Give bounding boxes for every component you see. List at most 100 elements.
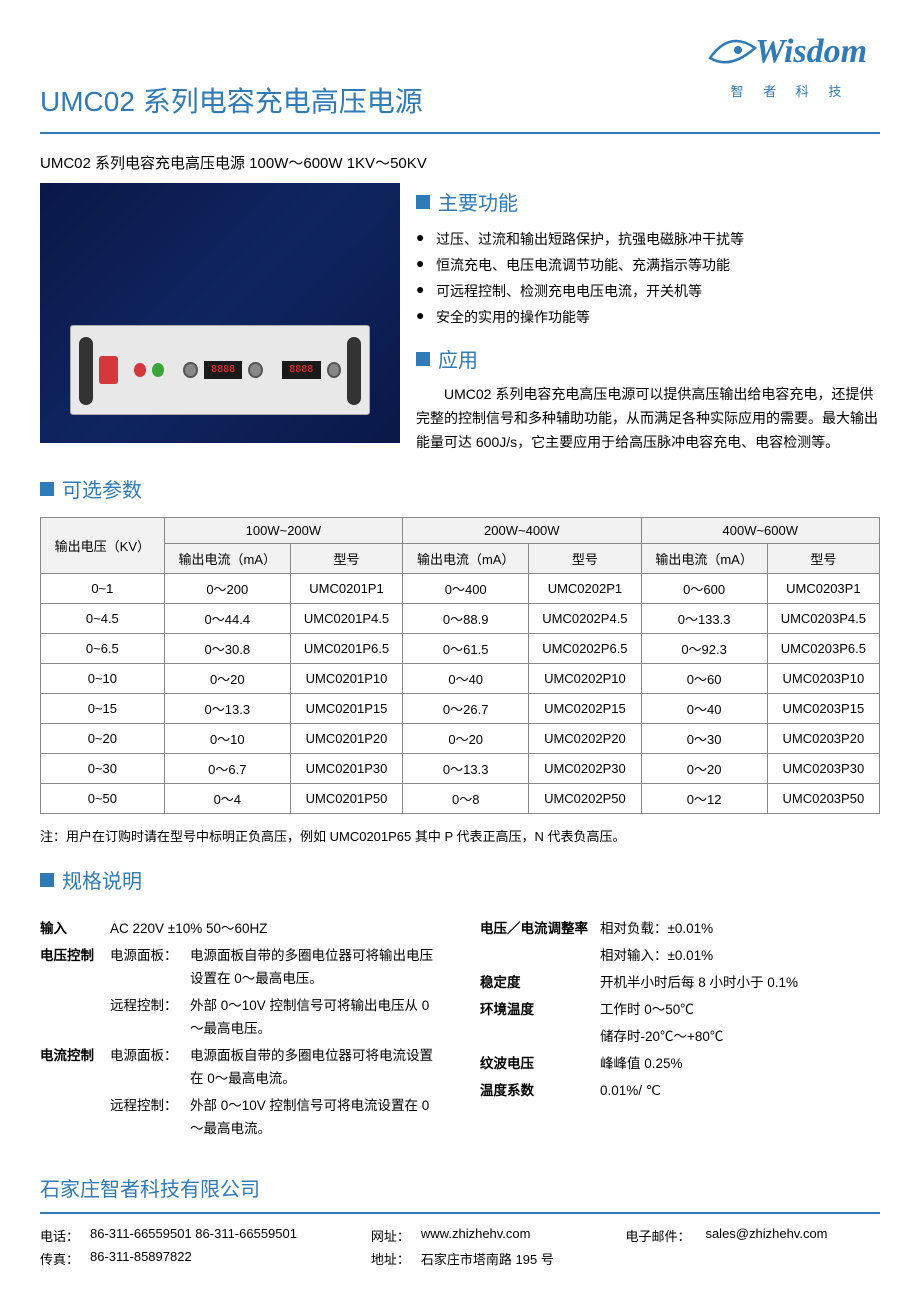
table-cell: 0～13.3 bbox=[403, 754, 529, 784]
table-cell: 0~4.5 bbox=[41, 604, 165, 634]
spec-vc-remote-value: 外部 0～10V 控制信号可将输出电压从 0～最高电压。 bbox=[190, 995, 440, 1041]
display-1: 8888 bbox=[204, 361, 243, 379]
table-cell: UMC0201P4.5 bbox=[290, 604, 402, 634]
spec-reg-v1: 相对负载：±0.01% bbox=[600, 918, 880, 941]
table-cell: 0～44.4 bbox=[164, 604, 290, 634]
table-cell: 0～4 bbox=[164, 784, 290, 814]
spec-left-column: 输入 AC 220V ±10% 50～60HZ 电压控制 电源面板： 电源面板自… bbox=[40, 918, 440, 1144]
spec-cc-remote-label: 远程控制： bbox=[110, 1095, 190, 1141]
th-current2: 输出电流（mA） bbox=[403, 544, 529, 574]
table-cell: 0~20 bbox=[41, 724, 165, 754]
table-cell: UMC0201P15 bbox=[290, 694, 402, 724]
email-label: 电子邮件： bbox=[625, 1226, 705, 1245]
bullet-square-icon bbox=[416, 195, 430, 209]
th-voltage: 输出电压（KV） bbox=[41, 518, 165, 574]
spec-vc-panel-value: 电源面板自带的多圈电位器可将输出电压设置在 0～最高电压。 bbox=[190, 945, 440, 991]
table-row: 0~200～10UMC0201P200～20UMC0202P200～30UMC0… bbox=[41, 724, 880, 754]
table-cell: 0～133.3 bbox=[641, 604, 767, 634]
spec-cc-label: 电流控制 bbox=[40, 1045, 110, 1091]
table-cell: UMC0203P4.5 bbox=[767, 604, 879, 634]
spec-cc-panel-value: 电源面板自带的多圈电位器可将电流设置在 0～最高电流。 bbox=[190, 1045, 440, 1091]
table-cell: 0～61.5 bbox=[403, 634, 529, 664]
bullet-square-icon bbox=[40, 482, 54, 496]
table-cell: UMC0201P50 bbox=[290, 784, 402, 814]
spec-stab-label: 稳定度 bbox=[480, 972, 600, 995]
table-cell: 0～13.3 bbox=[164, 694, 290, 724]
table-cell: 0～92.3 bbox=[641, 634, 767, 664]
table-cell: UMC0203P10 bbox=[767, 664, 879, 694]
table-cell: 0～26.7 bbox=[403, 694, 529, 724]
spec-input-value: AC 220V ±10% 50～60HZ bbox=[110, 918, 440, 941]
addr-label: 地址： bbox=[371, 1249, 421, 1268]
table-cell: 0～600 bbox=[641, 574, 767, 604]
table-cell: 0～200 bbox=[164, 574, 290, 604]
knob-icon bbox=[248, 362, 263, 378]
bullet-square-icon bbox=[40, 873, 54, 887]
spec-cc-remote-value: 外部 0～10V 控制信号可将电流设置在 0～最高电流。 bbox=[190, 1095, 440, 1141]
th-group2: 200W~400W bbox=[403, 518, 641, 544]
table-cell: UMC0201P20 bbox=[290, 724, 402, 754]
table-cell: 0～60 bbox=[641, 664, 767, 694]
spec-vc-label: 电压控制 bbox=[40, 945, 110, 991]
red-button-icon bbox=[134, 363, 146, 377]
knob-icon bbox=[183, 362, 198, 378]
table-cell: UMC0202P4.5 bbox=[529, 604, 641, 634]
feature-item: 过压、过流和输出短路保护，抗强电磁脉冲干扰等 bbox=[416, 226, 880, 252]
table-row: 0~6.50～30.8UMC0201P6.50～61.5UMC0202P6.50… bbox=[41, 634, 880, 664]
th-current3: 输出电流（mA） bbox=[641, 544, 767, 574]
spec-temp-v1: 工作时 0～50℃ bbox=[600, 999, 880, 1022]
spec-tc-label: 温度系数 bbox=[480, 1080, 600, 1103]
spec-ripple-label: 纹波电压 bbox=[480, 1053, 600, 1076]
th-group3: 400W~600W bbox=[641, 518, 879, 544]
table-cell: UMC0203P50 bbox=[767, 784, 879, 814]
table-cell: 0～10 bbox=[164, 724, 290, 754]
table-cell: 0~50 bbox=[41, 784, 165, 814]
table-cell: 0～40 bbox=[403, 664, 529, 694]
feature-item: 可远程控制、检测充电电压电流，开关机等 bbox=[416, 278, 880, 304]
company-name: 石家庄智者科技有限公司 bbox=[40, 1173, 880, 1214]
spec-reg-v2: 相对输入：±0.01% bbox=[600, 945, 880, 968]
table-row: 0~4.50～44.4UMC0201P4.50～88.9UMC0202P4.50… bbox=[41, 604, 880, 634]
th-group1: 100W~200W bbox=[164, 518, 402, 544]
table-cell: 0~1 bbox=[41, 574, 165, 604]
table-cell: UMC0202P20 bbox=[529, 724, 641, 754]
spec-stab-v: 开机半小时后每 8 小时小于 0.1% bbox=[600, 972, 880, 995]
th-model2: 型号 bbox=[529, 544, 641, 574]
feature-list: 过压、过流和输出短路保护，抗强电磁脉冲干扰等 恒流充电、电压电流调节功能、充满指… bbox=[416, 226, 880, 330]
spec-vc-remote-label: 远程控制： bbox=[110, 995, 190, 1041]
table-cell: UMC0203P15 bbox=[767, 694, 879, 724]
th-model3: 型号 bbox=[767, 544, 879, 574]
spec-temp-label: 环境温度 bbox=[480, 999, 600, 1022]
table-cell: UMC0201P30 bbox=[290, 754, 402, 784]
knob-icon bbox=[327, 362, 342, 378]
email-value: sales@zhizhehv.com bbox=[705, 1226, 827, 1245]
application-text: UMC02 系列电容充电高压电源可以提供高压输出给电容充电，还提供完整的控制信号… bbox=[416, 383, 880, 454]
spec-heading: 规格说明 bbox=[62, 865, 142, 894]
table-cell: UMC0203P1 bbox=[767, 574, 879, 604]
table-cell: 0～400 bbox=[403, 574, 529, 604]
table-cell: 0~10 bbox=[41, 664, 165, 694]
svg-text:Wisdom: Wisdom bbox=[755, 33, 867, 70]
phone-label: 电话： bbox=[40, 1226, 90, 1245]
table-cell: UMC0202P30 bbox=[529, 754, 641, 784]
feature-item: 安全的实用的操作功能等 bbox=[416, 304, 880, 330]
phone-value: 86-311-66559501 86-311-66559501 bbox=[90, 1226, 297, 1245]
table-cell: UMC0202P10 bbox=[529, 664, 641, 694]
table-cell: 0～8 bbox=[403, 784, 529, 814]
spec-reg-label: 电压／电流调整率 bbox=[480, 918, 600, 941]
spec-cc-panel-label: 电源面板： bbox=[110, 1045, 190, 1091]
table-cell: UMC0203P30 bbox=[767, 754, 879, 784]
th-current1: 输出电流（mA） bbox=[164, 544, 290, 574]
params-table: 输出电压（KV） 100W~200W 200W~400W 400W~600W 输… bbox=[40, 517, 880, 814]
table-cell: 0～88.9 bbox=[403, 604, 529, 634]
application-heading: 应用 bbox=[438, 344, 478, 373]
table-row: 0~500～4UMC0201P500～8UMC0202P500～12UMC020… bbox=[41, 784, 880, 814]
table-cell: UMC0202P1 bbox=[529, 574, 641, 604]
table-cell: 0～30 bbox=[641, 724, 767, 754]
spec-right-column: 电压／电流调整率 相对负载：±0.01% 相对输入：±0.01% 稳定度 开机半… bbox=[480, 918, 880, 1144]
spec-input-label: 输入 bbox=[40, 918, 110, 941]
wisdom-logo-icon: Wisdom bbox=[700, 20, 880, 80]
table-row: 0~150～13.3UMC0201P150～26.7UMC0202P150～40… bbox=[41, 694, 880, 724]
display-2: 8888 bbox=[282, 361, 321, 379]
fax-value: 86-311-85897822 bbox=[90, 1249, 192, 1268]
